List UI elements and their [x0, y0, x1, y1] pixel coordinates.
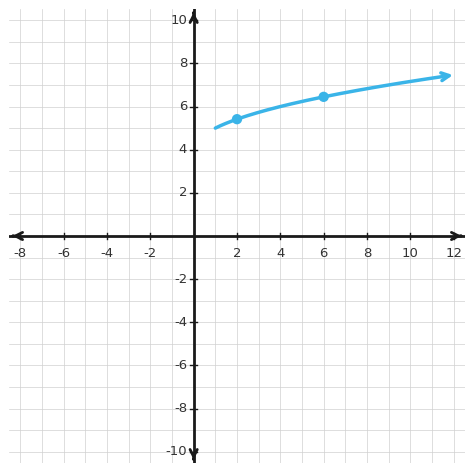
- Text: 6: 6: [179, 100, 187, 113]
- Point: [320, 93, 328, 101]
- Text: 2: 2: [233, 247, 241, 260]
- Text: 10: 10: [170, 14, 187, 27]
- Text: -4: -4: [100, 247, 114, 260]
- Text: -2: -2: [144, 247, 157, 260]
- Text: -8: -8: [174, 402, 187, 415]
- Text: 10: 10: [402, 247, 419, 260]
- Text: 8: 8: [363, 247, 371, 260]
- Text: 6: 6: [319, 247, 328, 260]
- Text: 4: 4: [179, 143, 187, 156]
- Text: 2: 2: [179, 186, 187, 199]
- Text: -8: -8: [14, 247, 27, 260]
- Text: 12: 12: [445, 247, 462, 260]
- Text: -4: -4: [174, 316, 187, 329]
- Text: -2: -2: [174, 273, 187, 286]
- Text: 8: 8: [179, 57, 187, 70]
- Text: -6: -6: [174, 359, 187, 372]
- Text: -6: -6: [57, 247, 70, 260]
- Text: -10: -10: [165, 445, 187, 458]
- Point: [233, 115, 241, 123]
- Text: 4: 4: [276, 247, 284, 260]
